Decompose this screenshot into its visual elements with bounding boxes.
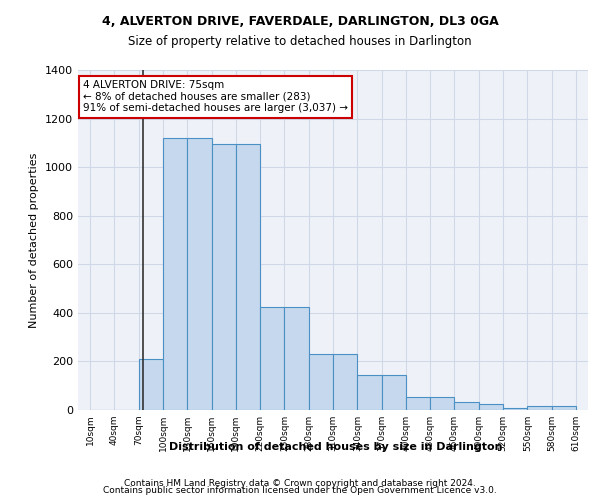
Bar (187, 138, 212, 410)
Bar (260, 307, 284, 410)
Bar (163, 138, 187, 410)
Text: 4, ALVERTON DRIVE, FAVERDALE, DARLINGTON, DL3 0GA: 4, ALVERTON DRIVE, FAVERDALE, DARLINGTON… (101, 15, 499, 28)
Bar (479, 404, 503, 410)
Bar (551, 406, 576, 410)
Bar (382, 375, 406, 410)
Bar (139, 359, 163, 410)
Bar (454, 402, 479, 410)
Bar (527, 406, 551, 410)
Bar (430, 396, 454, 410)
Bar (406, 396, 430, 410)
Bar (212, 144, 236, 410)
Text: Size of property relative to detached houses in Darlington: Size of property relative to detached ho… (128, 35, 472, 48)
Bar (357, 375, 382, 410)
Text: 4 ALVERTON DRIVE: 75sqm
← 8% of detached houses are smaller (283)
91% of semi-de: 4 ALVERTON DRIVE: 75sqm ← 8% of detached… (83, 80, 348, 114)
Bar (309, 354, 333, 410)
Y-axis label: Number of detached properties: Number of detached properties (29, 152, 40, 328)
Text: Distribution of detached houses by size in Darlington: Distribution of detached houses by size … (169, 442, 503, 452)
Bar (284, 307, 309, 410)
Bar (333, 354, 357, 410)
Bar (236, 144, 260, 410)
Text: Contains public sector information licensed under the Open Government Licence v3: Contains public sector information licen… (103, 486, 497, 495)
Text: Contains HM Land Registry data © Crown copyright and database right 2024.: Contains HM Land Registry data © Crown c… (124, 478, 476, 488)
Bar (503, 408, 527, 410)
